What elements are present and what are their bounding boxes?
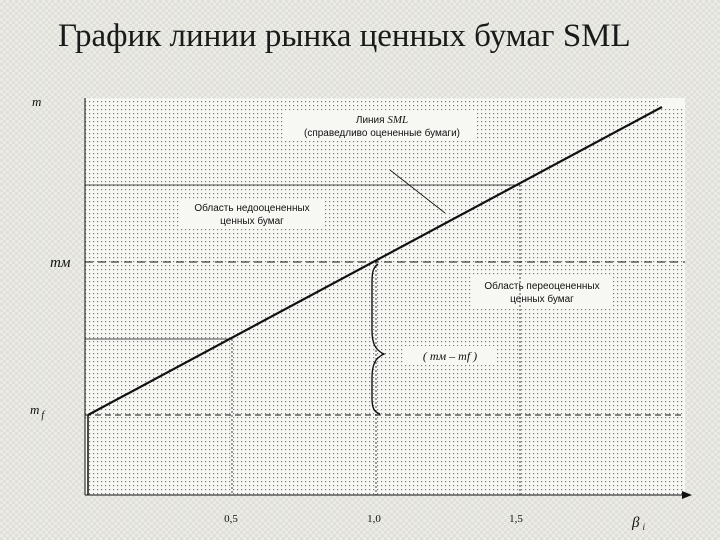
sml-label-line2: (справедливо оцененные бумаги)	[304, 127, 460, 139]
sml-line	[87, 106, 663, 416]
sml-pointer	[389, 169, 446, 214]
x-tick-label: 1,0	[367, 513, 381, 525]
x-axis-arrow	[682, 491, 692, 499]
premium-brace	[371, 263, 386, 415]
premium-formula: ( mм – mf )	[423, 349, 477, 363]
market-level-label: mм	[50, 255, 71, 271]
overvalued-label-line2: ценных бумаг	[510, 293, 574, 305]
y-axis-label: m	[32, 94, 41, 109]
undervalued-label-bg	[180, 199, 325, 229]
x-tick-label: 1,5	[509, 513, 523, 525]
overvalued-label-bg	[472, 277, 612, 307]
formula-label-bg	[405, 346, 495, 364]
undervalued-region	[85, 98, 660, 420]
slide-title: График линии рынка ценных бумаг SML	[58, 18, 631, 54]
x-tick-label: 0,5	[224, 513, 238, 525]
sml-label-bg	[285, 110, 475, 140]
sml-label-line1: Линия SML	[356, 114, 408, 126]
overvalued-region	[88, 108, 685, 495]
overvalued-label-line1: Область переоцененных	[484, 280, 599, 292]
undervalued-label-line1: Область недооцененных	[194, 202, 309, 214]
undervalued-label-line2: ценных бумаг	[220, 215, 284, 227]
